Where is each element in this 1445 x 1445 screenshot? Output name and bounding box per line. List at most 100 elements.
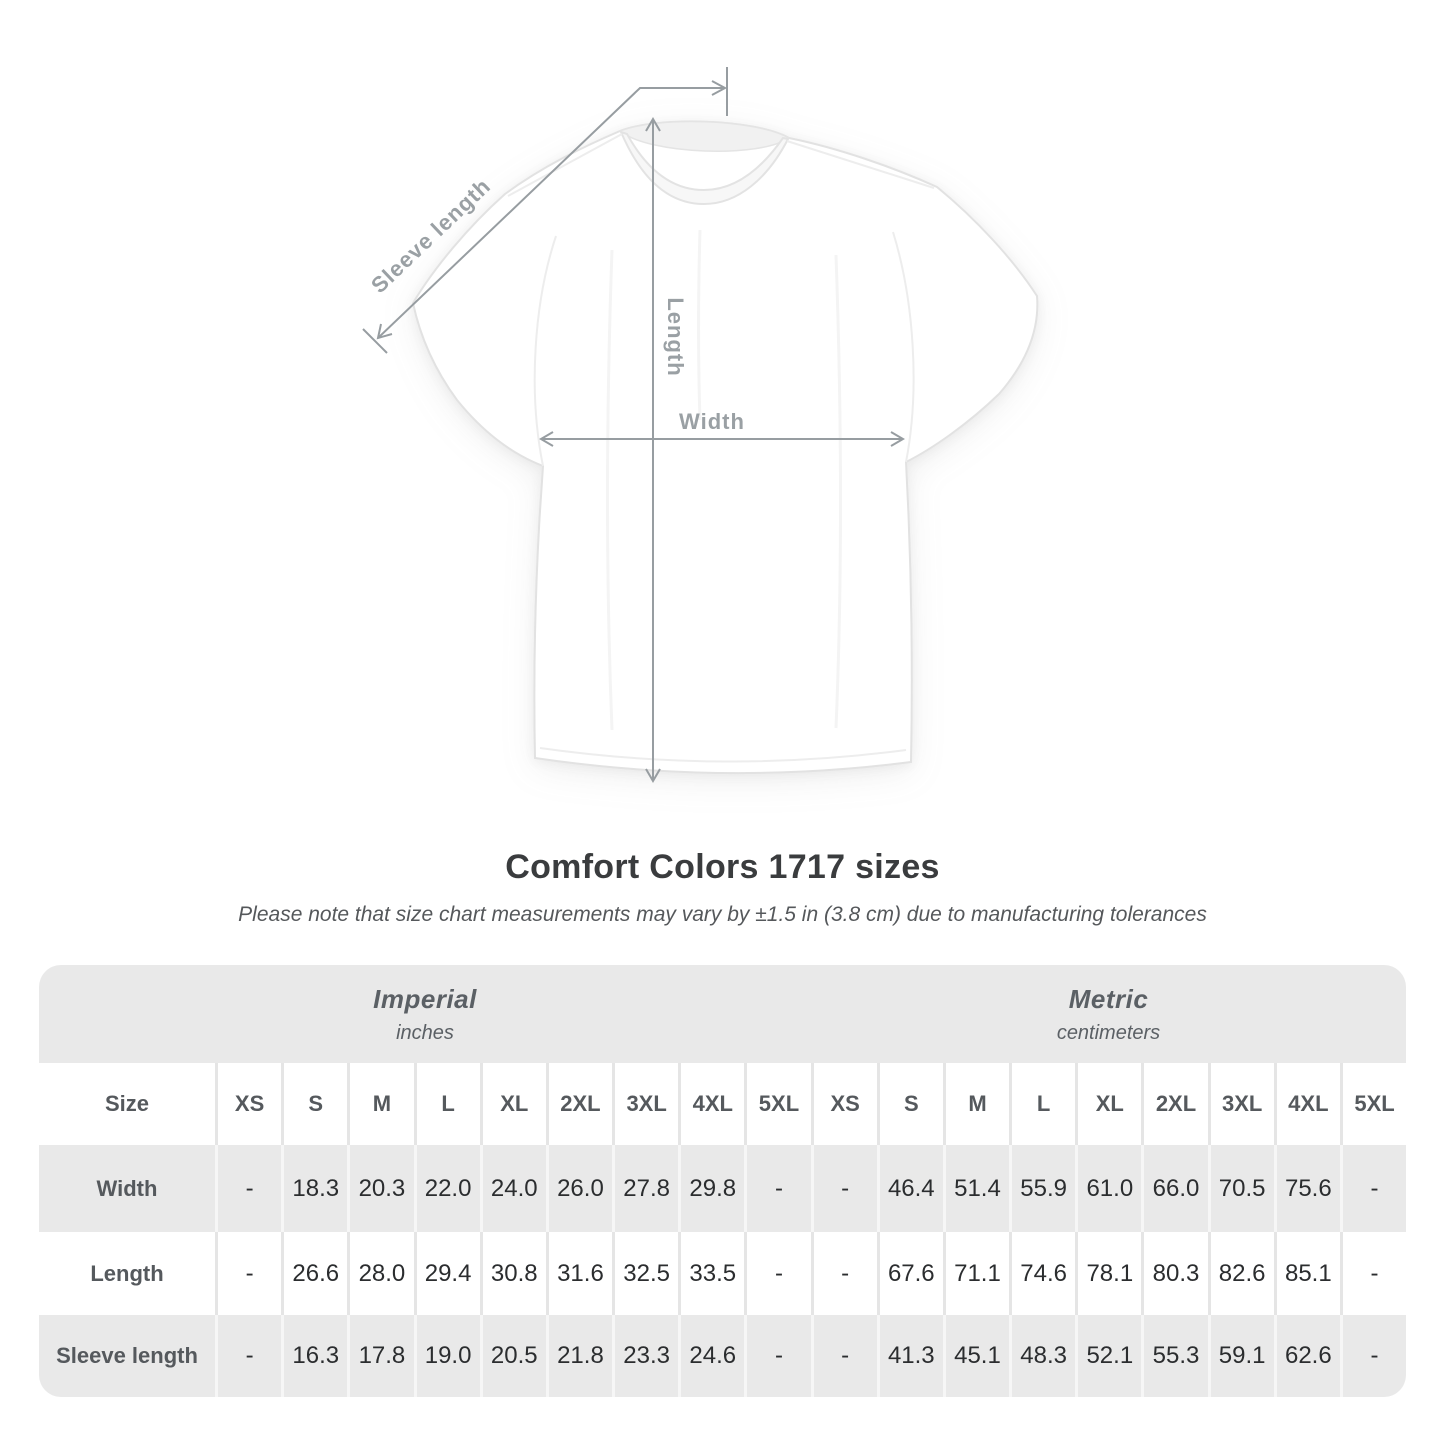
- table-cell: 52.1: [1075, 1315, 1141, 1397]
- column-header: 3XL: [1207, 1063, 1274, 1145]
- table-row: Width -18.3 20.3 22.0 24.0 26.0 27.8 29.8- -46.4…: [39, 1145, 1406, 1232]
- table-cell: 29.8: [678, 1145, 744, 1232]
- column-header: XL: [1075, 1063, 1141, 1145]
- table-cell: 82.6: [1207, 1232, 1274, 1315]
- column-header: L: [1009, 1063, 1075, 1145]
- shirt-body: [411, 120, 1039, 775]
- shoulder-seam-right: [786, 140, 935, 189]
- table-cell: -: [810, 1315, 877, 1397]
- column-header: M: [347, 1063, 413, 1145]
- table-cell: -: [744, 1145, 810, 1232]
- table-cell: 18.3: [281, 1145, 347, 1232]
- arrowhead-diagonal-icon: [376, 323, 393, 340]
- table-cell: 29.4: [413, 1232, 480, 1315]
- length-measure: Length: [645, 117, 688, 783]
- sleeve-seam-right: [892, 231, 915, 463]
- table-cell: 67.6: [876, 1232, 943, 1315]
- size-table: Imperial inches Metric centimeters Size …: [39, 965, 1406, 1397]
- fabric-fold: [697, 229, 702, 421]
- table-cell: -: [1339, 1315, 1406, 1397]
- table-cell: -: [744, 1232, 810, 1315]
- column-header: S: [281, 1063, 347, 1145]
- table-cell: 85.1: [1273, 1232, 1340, 1315]
- column-header: XS: [810, 1063, 877, 1145]
- table-cell: 17.8: [347, 1315, 413, 1397]
- fabric-fold: [606, 249, 614, 731]
- page-title: Comfort Colors 1717 sizes: [505, 848, 940, 886]
- arrowhead-down-icon: [645, 768, 661, 783]
- table-row: Length -26.6 28.0 29.4 30.8 31.6 32.5 33.5- -67.…: [39, 1232, 1406, 1315]
- size-header-label: Size: [104, 1091, 150, 1116]
- tshirt-diagram: Sleeve length Length Width: [362, 67, 1039, 783]
- column-header: 4XL: [1273, 1063, 1340, 1145]
- table-cell: -: [810, 1145, 877, 1232]
- column-header: M: [942, 1063, 1009, 1145]
- table-cell: 59.1: [1207, 1315, 1274, 1397]
- shoulder-seam-left: [507, 133, 623, 197]
- imperial-sublabel: inches: [396, 1021, 454, 1044]
- table-cell: 51.4: [942, 1145, 1009, 1232]
- column-header: 5XL: [1339, 1063, 1406, 1145]
- arrowhead-right-icon: [711, 80, 728, 96]
- table-row: Sleeve length -16.3 17.8 19.0 20.5 21.8 23.3 24…: [39, 1315, 1406, 1397]
- arrowhead-up-icon: [645, 117, 661, 132]
- table-cell: 55.3: [1141, 1315, 1207, 1397]
- column-header: XS: [215, 1063, 281, 1145]
- metric-label: Metric: [1068, 983, 1149, 1014]
- table-cell: 28.0: [347, 1232, 413, 1315]
- row-label: Length: [90, 1260, 164, 1286]
- table-cell: 26.0: [545, 1145, 612, 1232]
- row-label: Width: [96, 1175, 158, 1201]
- table-cell: -: [1339, 1145, 1406, 1232]
- table-cell: 20.3: [347, 1145, 413, 1232]
- table-cell: 31.6: [545, 1232, 612, 1315]
- row-label: Sleeve length: [56, 1343, 198, 1368]
- table-cell: 16.3: [281, 1315, 347, 1397]
- table-cell: 45.1: [942, 1315, 1009, 1397]
- table-cell: -: [1339, 1232, 1406, 1315]
- column-header: 2XL: [1141, 1063, 1207, 1145]
- width-measure: Width: [539, 409, 905, 447]
- table-cell: 74.6: [1009, 1232, 1075, 1315]
- table-cell: 55.9: [1009, 1145, 1075, 1232]
- column-header: 5XL: [744, 1063, 810, 1145]
- table-cell: 22.0: [413, 1145, 480, 1232]
- table-cell: 71.1: [942, 1232, 1009, 1315]
- tshirt-graphic: [411, 120, 1039, 775]
- column-header: L: [413, 1063, 480, 1145]
- table-cell: 32.5: [612, 1232, 678, 1315]
- table-cell: 80.3: [1141, 1232, 1207, 1315]
- metric-sublabel: centimeters: [1056, 1021, 1161, 1044]
- arrowhead-right-icon: [890, 431, 905, 447]
- table-cell: -: [215, 1145, 281, 1232]
- table-cell: 46.4: [876, 1145, 943, 1232]
- imperial-group-header: Imperial inches: [39, 965, 811, 1063]
- table-cell: 61.0: [1075, 1145, 1141, 1232]
- table-cell: -: [810, 1232, 877, 1315]
- table-cell: 62.6: [1273, 1315, 1340, 1397]
- collar-back: [618, 120, 791, 152]
- column-header: 4XL: [678, 1063, 744, 1145]
- hem-stitch: [539, 747, 907, 763]
- table-cell: 24.0: [479, 1145, 546, 1232]
- table-cell: 66.0: [1141, 1145, 1207, 1232]
- table-cell: 33.5: [678, 1232, 744, 1315]
- page-subtitle: Please note that size chart measurements…: [238, 903, 1207, 926]
- column-header: 2XL: [545, 1063, 612, 1145]
- table-cell: 27.8: [612, 1145, 678, 1232]
- table-cell: 30.8: [479, 1232, 546, 1315]
- size-header-row: Size XS S M L XL 2XL 3XL 4XL 5XL XS S M L XL 2XL 3XL 4XL…: [39, 1063, 1406, 1145]
- table-cell: 24.6: [678, 1315, 744, 1397]
- metric-group-header: Metric centimeters: [811, 965, 1406, 1063]
- collar-band: [619, 130, 790, 206]
- fabric-fold: [834, 254, 842, 729]
- table-cell: 21.8: [545, 1315, 612, 1397]
- imperial-label: Imperial: [373, 983, 477, 1014]
- table-cell: 41.3: [876, 1315, 943, 1397]
- table-cell: -: [744, 1315, 810, 1397]
- table-cell: 70.5: [1207, 1145, 1274, 1232]
- length-label: Length: [663, 297, 688, 376]
- width-label: Width: [679, 409, 745, 434]
- units-header-band: Imperial inches Metric centimeters: [39, 965, 1406, 1063]
